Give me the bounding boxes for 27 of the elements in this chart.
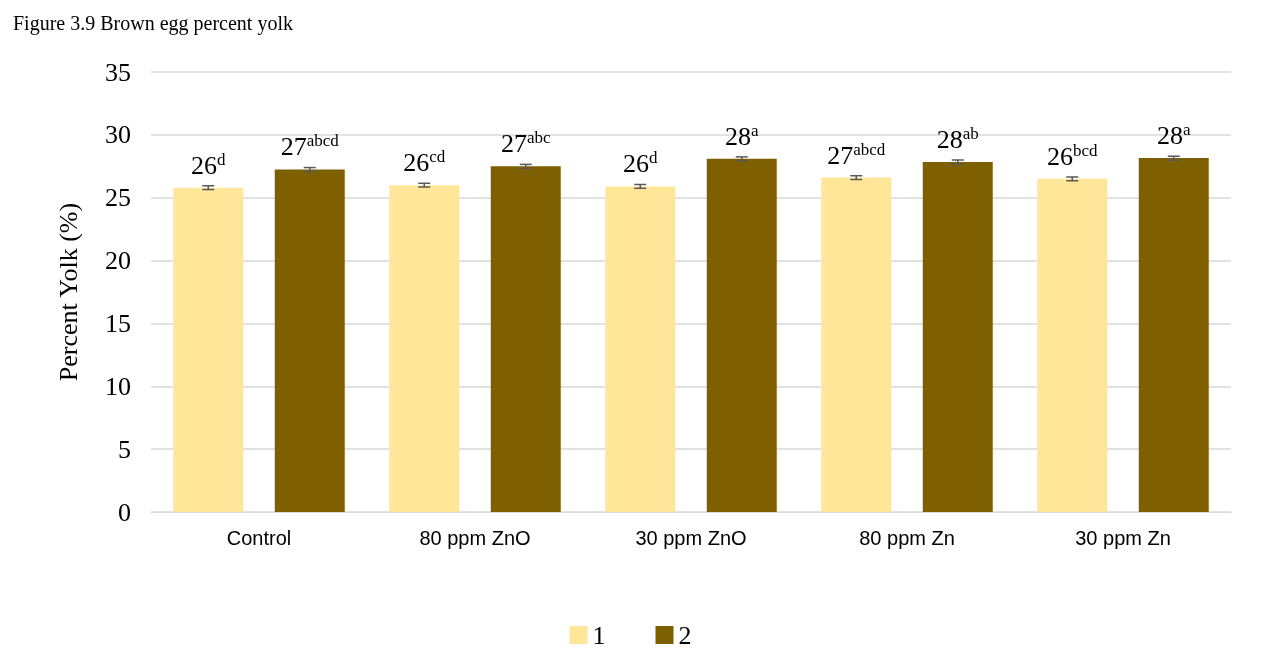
bar bbox=[173, 187, 244, 512]
bar bbox=[821, 177, 892, 512]
y-tick-label: 5 bbox=[118, 434, 131, 464]
bar bbox=[274, 169, 345, 512]
y-axis-title: Percent Yolk (%) bbox=[53, 202, 83, 382]
x-tick-label: 30 ppm Zn bbox=[1075, 527, 1171, 549]
x-tick-label: 30 ppm ZnO bbox=[635, 527, 747, 549]
y-tick-label: 30 bbox=[105, 120, 131, 150]
bar bbox=[1037, 178, 1108, 512]
bar bbox=[389, 185, 460, 512]
y-tick-label: 10 bbox=[105, 371, 131, 401]
chart-title: Figure 3.9 Brown egg percent yolk bbox=[13, 12, 293, 35]
bar bbox=[922, 161, 993, 512]
y-tick-label: 35 bbox=[105, 57, 131, 87]
bar bbox=[1138, 158, 1209, 512]
legend-label: 2 bbox=[678, 620, 692, 650]
x-tick-label: 80 ppm ZnO bbox=[419, 527, 531, 549]
x-tick-label: Control bbox=[226, 527, 292, 549]
legend-label: 1 bbox=[592, 620, 606, 650]
bar bbox=[490, 166, 561, 512]
y-tick-label: 20 bbox=[105, 246, 131, 276]
y-tick-label: 15 bbox=[105, 308, 131, 338]
bar bbox=[706, 158, 777, 512]
x-tick-label: 80 ppm Zn bbox=[859, 527, 955, 549]
y-tick-label: 0 bbox=[118, 497, 131, 527]
y-tick-label: 25 bbox=[105, 183, 131, 213]
bar bbox=[605, 186, 676, 512]
